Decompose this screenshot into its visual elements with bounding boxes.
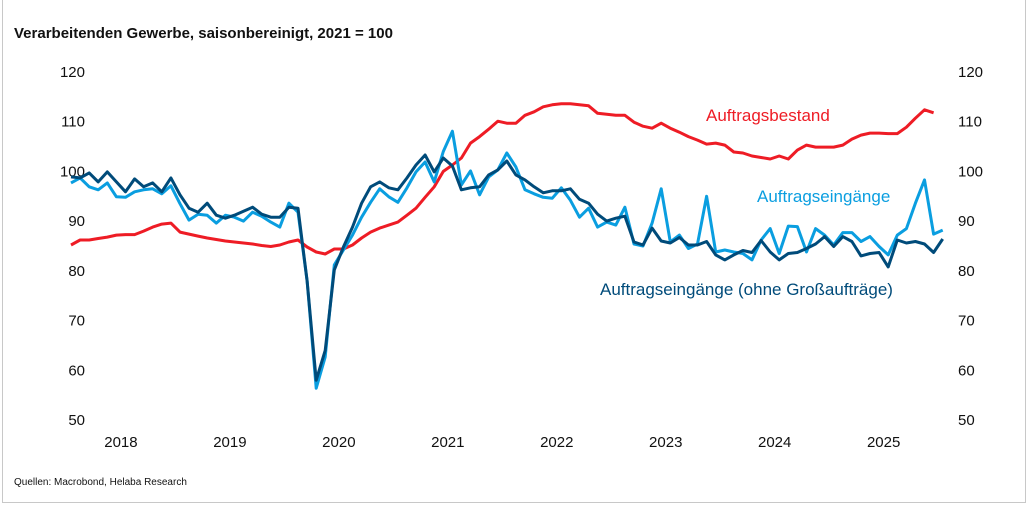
y-tick-left: 90 xyxy=(68,213,85,230)
series-line-auftragseingaenge-ohne-grossauftraege xyxy=(70,153,944,382)
y-tick-right: 50 xyxy=(958,412,975,429)
x-tick-label: 2018 xyxy=(104,434,137,451)
series-label: Auftragseingänge (ohne Großaufträge) xyxy=(600,280,893,299)
y-tick-right: 90 xyxy=(958,213,975,230)
y-tick-left: 80 xyxy=(68,263,85,280)
y-tick-left: 100 xyxy=(60,163,85,180)
y-tick-right: 110 xyxy=(958,114,982,131)
y-tick-right: 120 xyxy=(958,64,983,81)
x-tick-label: 2022 xyxy=(540,434,573,451)
y-tick-left: 60 xyxy=(68,362,85,379)
x-tick-label: 2020 xyxy=(322,434,355,451)
y-tick-right: 80 xyxy=(958,263,975,280)
source-note: Quellen: Macrobond, Helaba Research xyxy=(14,477,187,488)
y-tick-left: 110 xyxy=(61,114,85,131)
x-tick-label: 2019 xyxy=(213,434,246,451)
chart-title: Verarbeitenden Gewerbe, saisonbereinigt,… xyxy=(14,25,393,42)
x-tick-label: 2025 xyxy=(867,434,900,451)
x-tick-label: 2024 xyxy=(758,434,791,451)
y-tick-left: 70 xyxy=(68,313,85,330)
y-tick-right: 70 xyxy=(958,313,975,330)
series-label: Auftragsbestand xyxy=(706,106,830,125)
y-tick-right: 60 xyxy=(958,362,975,379)
y-tick-right: 100 xyxy=(958,163,983,180)
series-label: Auftragseingänge xyxy=(757,187,890,206)
x-tick-label: 2021 xyxy=(431,434,464,451)
series-line-auftragseingaenge xyxy=(70,129,944,390)
x-tick-label: 2023 xyxy=(649,434,682,451)
y-tick-left: 120 xyxy=(60,64,85,81)
series-line-auftragsbestand xyxy=(70,102,935,256)
y-tick-left: 50 xyxy=(68,412,85,429)
